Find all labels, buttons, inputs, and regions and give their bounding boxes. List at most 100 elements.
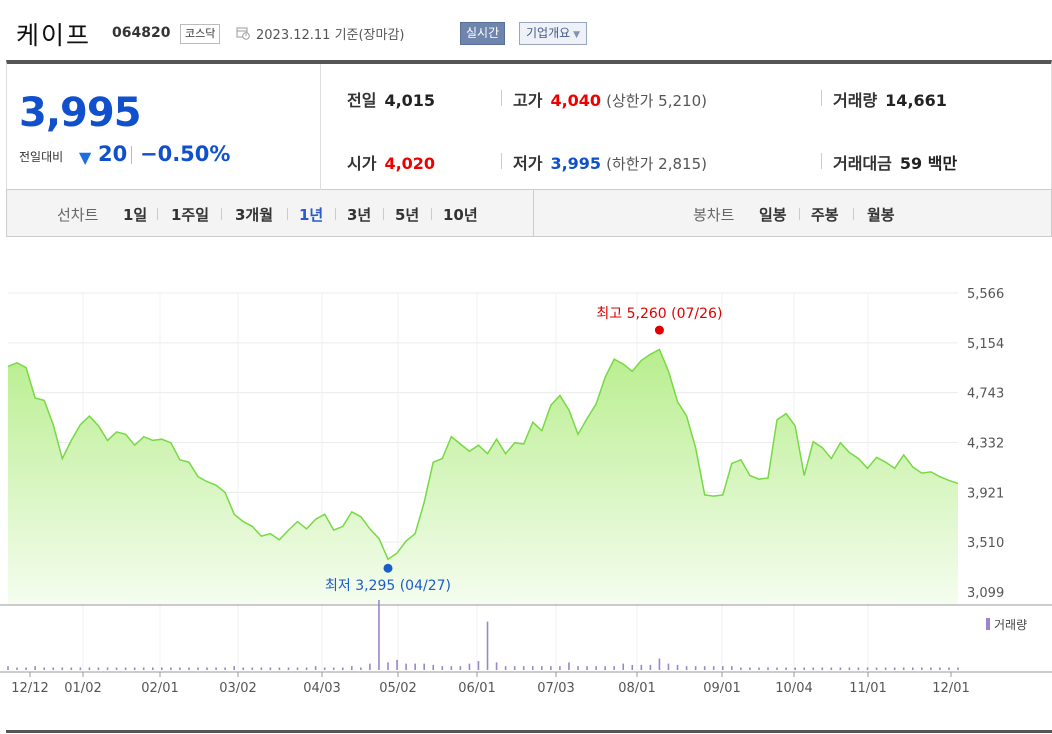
stat-label: 전일 [347,91,377,110]
candle-daily[interactable]: 일봉 [759,206,787,224]
stock-code: 064820 [112,25,171,41]
y-tick-label: 3,510 [967,536,1004,551]
stat-label: 거래대금 [833,154,892,173]
stat-open: 시가 4,020 [347,150,435,174]
volume-bar [568,662,570,670]
divider [853,208,854,220]
candle-monthly[interactable]: 월봉 [867,206,895,224]
divider [287,208,288,220]
divider [157,208,158,220]
volume-bar [531,666,534,670]
volume-bar [794,667,796,670]
divider [821,153,822,169]
divider [431,208,432,220]
volume-bar [423,663,425,670]
change-percent: −0.50% [140,142,231,166]
company-overview-label: 기업개요 [526,26,571,40]
price-summary: 3,995 전일대비 ▼ 20 −0.50% 전일 4,015 시가 4,020 고… [6,60,1052,190]
low-point-marker [383,563,393,573]
volume-bar [314,666,317,670]
volume-bar [821,667,824,670]
x-tick-label: 08/01 [618,681,655,696]
period-10y[interactable]: 10년 [443,206,478,224]
volume-bar [893,667,896,670]
divider [221,208,222,220]
volume-bar [812,667,815,670]
stat-trade-amount: 거래대금 59 백만 [833,150,957,174]
volume-bar [124,667,127,670]
volume-bar [586,666,588,670]
candle-weekly[interactable]: 주봉 [811,206,839,224]
volume-bar [242,667,245,670]
volume-bar [803,667,805,670]
change-label: 전일대비 [19,150,64,164]
market-badge: 코스닥 [180,24,221,44]
volume-bar [875,667,878,670]
volume-bar [477,661,480,670]
realtime-button[interactable]: 실시간 [460,22,506,45]
volume-bar [640,664,643,670]
stat-high: 고가 4,040 (상한가 5,210) [513,87,707,111]
volume-bar [848,667,851,670]
volume-bar [378,600,380,670]
volume-bar [604,666,606,670]
volume-bar [79,667,82,670]
volume-bar [170,667,172,670]
x-tick-label: 09/01 [703,681,740,696]
current-price-box: 3,995 전일대비 ▼ 20 −0.50% [7,64,321,190]
volume-bar [142,667,145,670]
volume-bar [658,658,661,670]
volume-bar [550,666,552,670]
stock-header: 케이프 064820 코스닥 2023.12.11 기준(장마감) 실시간 기업… [0,0,1052,60]
lower-limit: (하한가 2,815) [606,155,707,173]
volume-bar [902,667,905,670]
volume-bar [758,667,760,670]
volume-bar [911,667,914,670]
volume-bar [233,666,235,670]
volume-bar [151,667,154,670]
volume-bar [278,667,281,670]
high-point-label: 최고 5,260 (07/26) [596,306,722,322]
x-tick-label: 02/01 [141,681,178,696]
period-5y[interactable]: 5년 [395,206,420,224]
y-tick-label: 5,154 [967,337,1004,352]
volume-bar [179,667,181,670]
volume-bar [649,664,652,670]
price-chart[interactable]: 5,566 5,154 4,743 4,332 3,921 3,510 3,099 12/12… [0,280,1052,700]
divider [533,190,534,236]
volume-legend-label: 거래량 [994,618,1027,632]
volume-bar [251,667,254,670]
volume-bar [957,667,959,670]
divider [821,90,822,106]
volume-bar [396,659,398,670]
volume-bar [459,666,462,670]
x-tick-label: 12/12 [11,681,48,696]
x-tick-label: 03/02 [219,681,256,696]
line-chart-label: 선차트 [57,206,99,224]
period-1y[interactable]: 1년 [299,206,324,224]
volume-bar [839,667,842,670]
period-1w[interactable]: 1주일 [171,206,210,224]
period-3y[interactable]: 3년 [347,206,372,224]
company-overview-button[interactable]: 기업개요 ▼ [519,22,588,45]
volume-bar [88,667,91,670]
volume-bar [70,667,73,670]
volume-bar [260,667,263,670]
period-1d[interactable]: 1일 [123,206,148,224]
volume-bar [468,663,471,670]
period-3m[interactable]: 3개월 [235,206,274,224]
stat-value: 4,020 [384,154,436,173]
volume-bar [206,667,208,670]
volume-bar [188,667,190,670]
stat-value: 59 백만 [899,154,958,173]
x-tick-label: 04/03 [303,681,340,696]
candle-chart-label: 봉차트 [693,206,735,224]
volume-bar [613,666,615,670]
volume-bar [432,664,435,670]
volume-bar [16,667,18,670]
divider [131,146,132,164]
base-date: 2023.12.11 기준(장마감) [256,28,405,43]
volume-bar [495,662,498,670]
volume-bar [767,667,769,670]
stat-label: 거래량 [833,91,878,110]
